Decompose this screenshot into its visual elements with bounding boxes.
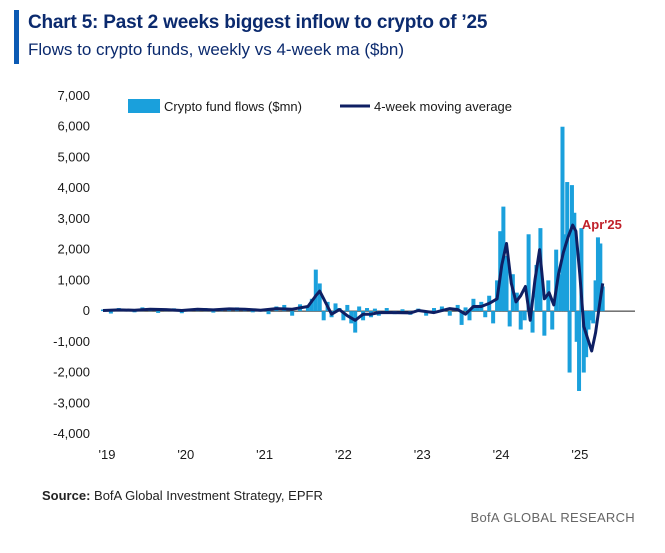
- y-tick-label: 5,000: [57, 149, 90, 164]
- flow-bar: [372, 308, 377, 312]
- flow-bar: [439, 306, 444, 312]
- flow-bar: [581, 311, 586, 373]
- flow-bar: [522, 311, 527, 321]
- y-tick-label: 0: [83, 303, 90, 318]
- legend-flows-label: Crypto fund flows ($mn): [164, 99, 302, 114]
- flow-bar: [459, 311, 464, 325]
- flow-bar: [526, 234, 531, 312]
- y-tick-label: 1,000: [57, 272, 90, 287]
- flow-bar: [560, 126, 565, 312]
- flow-bar: [550, 311, 555, 330]
- flow-bar: [317, 283, 322, 312]
- brand-footer: BofA GLOBAL RESEARCH: [470, 510, 635, 525]
- flow-bar: [542, 311, 547, 336]
- flow-bar: [534, 265, 539, 312]
- flow-bar: [333, 303, 338, 312]
- flow-bar: [266, 311, 271, 315]
- flow-bar: [471, 298, 476, 312]
- flow-bar: [463, 307, 468, 312]
- flow-bar: [567, 311, 572, 373]
- flow-bar: [504, 255, 509, 312]
- flow-bar: [593, 280, 598, 312]
- flow-bar: [132, 311, 137, 313]
- legend: Crypto fund flows ($mn) 4-week moving av…: [128, 99, 512, 114]
- flow-bar: [353, 311, 358, 333]
- y-tick-label: -4,000: [53, 426, 90, 441]
- y-tick-label: -3,000: [53, 395, 90, 410]
- y-tick-label: 6,000: [57, 119, 90, 134]
- x-tick-label: '23: [414, 447, 431, 462]
- flow-bar: [400, 309, 405, 312]
- x-tick-label: '20: [177, 447, 194, 462]
- flow-bar: [595, 237, 600, 312]
- chart-area: 7,000 6,000 5,000 4,000 3,000 2,000 1,000 0 -1,0…: [53, 88, 635, 462]
- source-text: BofA Global Investment Strategy, EPFR: [90, 488, 323, 503]
- flow-bar: [491, 311, 496, 324]
- x-tick-label: '24: [493, 447, 510, 462]
- flow-bar: [384, 308, 389, 312]
- flow-bar: [211, 311, 216, 313]
- flow-bar: [579, 228, 584, 312]
- flow-bar: [558, 274, 563, 312]
- flow-bar: [586, 311, 591, 330]
- source-label: Source:: [42, 488, 91, 503]
- flow-bar: [507, 311, 512, 327]
- flow-bar: [483, 311, 488, 318]
- flow-bar: [321, 311, 326, 321]
- flow-bar: [588, 311, 593, 321]
- annotation-apr25: Apr'25: [582, 217, 622, 232]
- legend-ma-label: 4-week moving average: [374, 99, 512, 114]
- flow-bar: [600, 286, 605, 312]
- flow-bar: [179, 311, 184, 314]
- y-tick-label: 7,000: [57, 88, 90, 103]
- flow-bar: [313, 269, 318, 312]
- flow-bar: [447, 311, 452, 316]
- flow-bar: [475, 304, 480, 312]
- flow-bar: [250, 311, 255, 313]
- flow-bar: [432, 308, 437, 312]
- flow-bar: [357, 306, 362, 312]
- flow-bar: [345, 304, 350, 312]
- flow-bar: [591, 311, 596, 324]
- y-tick-label: 4,000: [57, 180, 90, 195]
- flow-bars: [101, 126, 605, 391]
- y-tick-label: 3,000: [57, 211, 90, 226]
- flow-bar: [530, 311, 535, 333]
- flow-bar: [562, 234, 567, 312]
- flow-bar: [341, 311, 346, 321]
- x-tick-label: '25: [571, 447, 588, 462]
- flow-bar: [598, 243, 603, 312]
- y-tick-label: 2,000: [57, 242, 90, 257]
- source-note: Source: BofA Global Investment Strategy,…: [42, 488, 323, 503]
- flow-bar: [577, 311, 582, 391]
- flow-bar: [365, 308, 370, 312]
- y-tick-label: -2,000: [53, 365, 90, 380]
- flow-bar: [290, 311, 295, 316]
- flow-bar: [305, 305, 310, 312]
- flow-bar: [309, 298, 314, 312]
- x-tick-label: '22: [335, 447, 352, 462]
- chart-title: Chart 5: Past 2 weeks biggest inflow to …: [28, 12, 488, 33]
- flow-bar: [455, 304, 460, 312]
- title-accent-bar: [14, 10, 19, 64]
- x-axis: '19 '20 '21 '22 '23 '24 '25: [99, 310, 635, 462]
- flow-bar: [424, 311, 429, 316]
- moving-average-path: [102, 223, 605, 353]
- flow-bar: [108, 311, 113, 314]
- flow-bar: [156, 311, 161, 313]
- y-axis: 7,000 6,000 5,000 4,000 3,000 2,000 1,000 0 -1,0…: [53, 88, 90, 441]
- chart-subtitle: Flows to crypto funds, weekly vs 4-week …: [28, 40, 405, 59]
- x-tick-label: '19: [99, 447, 116, 462]
- flow-bar: [574, 311, 579, 342]
- flow-bar: [569, 185, 574, 312]
- moving-average-line: [102, 223, 605, 353]
- flow-bar: [565, 182, 570, 312]
- x-tick-label: '21: [256, 447, 273, 462]
- y-tick-label: -1,000: [53, 334, 90, 349]
- flow-bar: [572, 212, 577, 312]
- flow-bar: [518, 311, 523, 330]
- flow-bar: [467, 311, 472, 321]
- legend-bar-swatch: [128, 99, 160, 113]
